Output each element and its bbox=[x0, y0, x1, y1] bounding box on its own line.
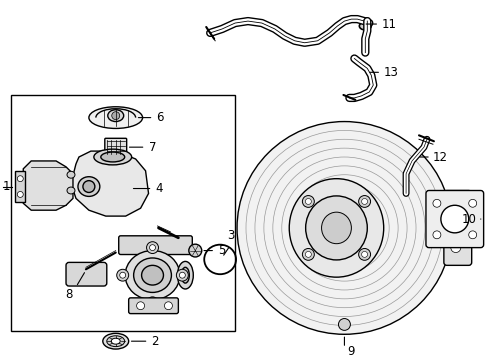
Ellipse shape bbox=[142, 265, 163, 285]
FancyBboxPatch shape bbox=[104, 138, 126, 156]
Text: 9: 9 bbox=[346, 345, 354, 357]
Text: 3: 3 bbox=[227, 229, 234, 242]
Circle shape bbox=[179, 272, 185, 278]
FancyBboxPatch shape bbox=[443, 190, 471, 265]
Ellipse shape bbox=[440, 205, 468, 233]
Ellipse shape bbox=[67, 171, 75, 178]
Ellipse shape bbox=[359, 22, 370, 30]
Circle shape bbox=[237, 122, 451, 334]
Text: 6: 6 bbox=[156, 111, 163, 124]
Text: 8: 8 bbox=[65, 288, 72, 301]
Circle shape bbox=[358, 248, 370, 260]
Ellipse shape bbox=[181, 267, 189, 283]
Circle shape bbox=[136, 302, 144, 310]
Ellipse shape bbox=[321, 212, 351, 244]
Circle shape bbox=[358, 195, 370, 207]
FancyBboxPatch shape bbox=[66, 262, 106, 286]
Circle shape bbox=[468, 199, 476, 207]
Ellipse shape bbox=[101, 152, 124, 162]
Text: 12: 12 bbox=[432, 150, 447, 163]
PathPatch shape bbox=[71, 151, 148, 216]
Ellipse shape bbox=[305, 196, 366, 260]
Circle shape bbox=[146, 242, 158, 253]
Circle shape bbox=[302, 248, 314, 260]
Circle shape bbox=[432, 199, 440, 207]
Ellipse shape bbox=[111, 338, 120, 344]
Circle shape bbox=[17, 192, 23, 197]
Circle shape bbox=[17, 176, 23, 182]
Text: 11: 11 bbox=[381, 18, 395, 31]
Circle shape bbox=[305, 251, 311, 257]
Ellipse shape bbox=[89, 107, 142, 129]
Circle shape bbox=[149, 245, 155, 251]
Ellipse shape bbox=[188, 244, 202, 257]
Text: 13: 13 bbox=[383, 66, 397, 79]
Circle shape bbox=[361, 198, 367, 204]
Text: 4: 4 bbox=[155, 182, 163, 195]
Ellipse shape bbox=[133, 258, 171, 292]
Circle shape bbox=[432, 231, 440, 239]
Ellipse shape bbox=[67, 187, 75, 194]
Circle shape bbox=[302, 195, 314, 207]
Bar bbox=[15, 171, 25, 202]
Ellipse shape bbox=[125, 251, 180, 300]
Circle shape bbox=[120, 272, 125, 278]
Text: 1: 1 bbox=[2, 180, 10, 193]
Circle shape bbox=[468, 231, 476, 239]
Bar bbox=[11, 95, 235, 331]
Ellipse shape bbox=[106, 336, 124, 347]
Circle shape bbox=[450, 243, 460, 253]
Circle shape bbox=[149, 300, 155, 306]
Circle shape bbox=[361, 251, 367, 257]
Circle shape bbox=[146, 297, 158, 309]
FancyBboxPatch shape bbox=[128, 298, 178, 314]
FancyBboxPatch shape bbox=[119, 236, 192, 255]
PathPatch shape bbox=[23, 161, 73, 210]
Circle shape bbox=[450, 203, 460, 213]
Ellipse shape bbox=[289, 179, 383, 277]
Circle shape bbox=[305, 198, 311, 204]
Circle shape bbox=[176, 269, 188, 281]
Circle shape bbox=[117, 269, 128, 281]
Text: 7: 7 bbox=[148, 141, 156, 154]
Ellipse shape bbox=[83, 181, 95, 193]
Text: 5: 5 bbox=[218, 244, 225, 257]
Circle shape bbox=[164, 302, 172, 310]
Ellipse shape bbox=[177, 261, 193, 289]
Text: 2: 2 bbox=[151, 335, 159, 348]
Ellipse shape bbox=[107, 110, 123, 122]
Ellipse shape bbox=[94, 149, 131, 165]
Ellipse shape bbox=[78, 177, 100, 197]
Circle shape bbox=[338, 319, 350, 330]
Circle shape bbox=[112, 112, 120, 120]
FancyBboxPatch shape bbox=[425, 190, 483, 248]
Ellipse shape bbox=[102, 333, 128, 349]
Text: 10: 10 bbox=[461, 212, 476, 226]
